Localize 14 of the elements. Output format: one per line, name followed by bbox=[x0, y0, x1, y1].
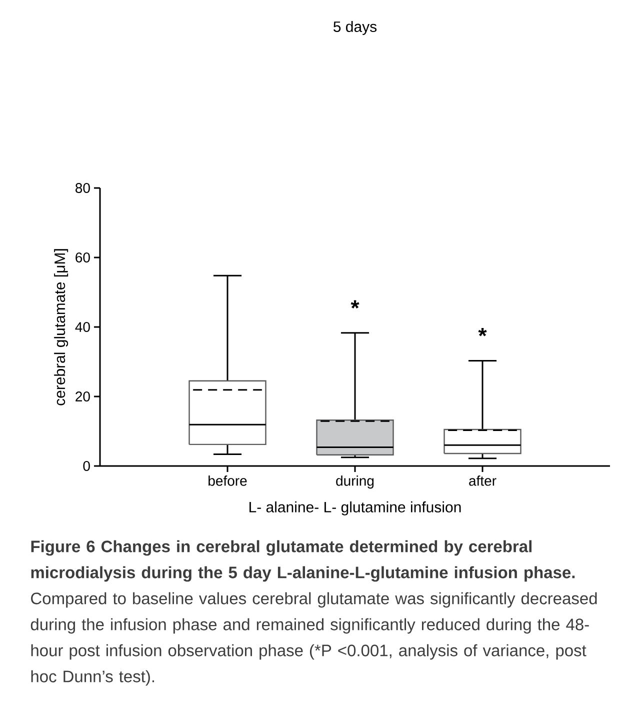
y-tick-label: 80 bbox=[76, 183, 90, 193]
x-tick-label: after bbox=[469, 476, 496, 486]
chart-title: 5 days bbox=[334, 21, 377, 35]
annotation: * bbox=[350, 300, 360, 308]
y-tick-label: 0 bbox=[83, 461, 90, 471]
y-axis-title: cerebral glutamate [μM] bbox=[54, 249, 68, 406]
annotation: * bbox=[478, 328, 487, 336]
x-axis-title: L- alanine- L- glutamine infusion bbox=[250, 501, 461, 516]
x-tick-label: during bbox=[336, 476, 374, 489]
text: Figure 6 Changes in cerebral glutamate determined by cerebral microdialysis during the 5 day L-alanine-L-glutamine infusion phase. Compared to baseline values cerebral glutamate was significantly decreased during the infusion phase and remained significantly reduced during the 48-hour post infusion observation phase (*P <0.001, analysis of variance, post hoc Dunn’s test). bbox=[30, 540, 597, 686]
x-tick-label: before bbox=[208, 476, 247, 486]
y-tick-label: 60 bbox=[76, 252, 90, 262]
y-tick-label: 20 bbox=[76, 392, 90, 402]
y-tick-label: 40 bbox=[75, 322, 90, 332]
